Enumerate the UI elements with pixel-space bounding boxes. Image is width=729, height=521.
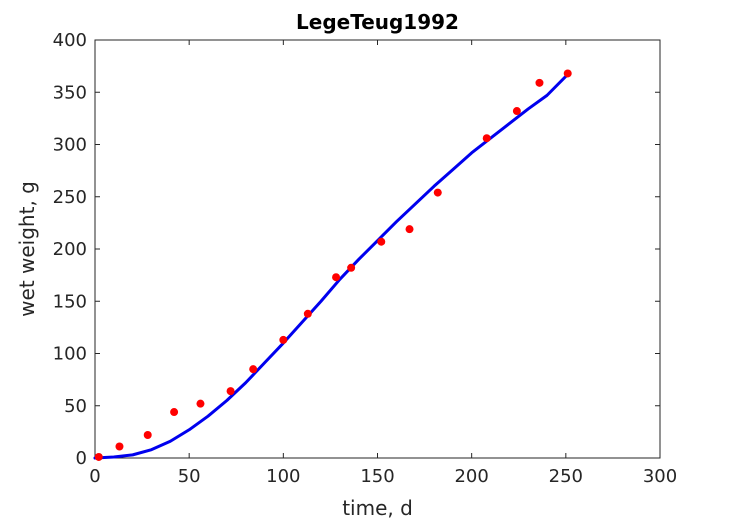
data-point [170,408,179,417]
data-point [482,134,491,143]
y-tick-label: 350 [53,82,87,103]
y-tick-label: 200 [53,239,87,260]
x-tick-label: 0 [89,466,100,487]
plot-area [94,39,661,459]
y-tick-label: 100 [53,344,87,365]
x-tick-label: 50 [178,466,201,487]
x-tick-label: 250 [549,466,583,487]
y-tick-label: 300 [53,135,87,156]
data-point [226,387,235,396]
y-tick-label: 0 [76,448,87,469]
data-point [535,78,544,87]
y-tick-label: 400 [53,30,87,51]
y-tick-label: 150 [53,291,87,312]
data-point [143,431,152,440]
data-point [332,273,341,282]
data-point [94,452,103,461]
data-point [563,69,572,78]
data-point [303,309,312,318]
x-tick-label: 150 [360,466,394,487]
data-point [279,335,288,344]
series-layer [93,69,572,461]
x-axis-label: time, d [342,496,413,520]
x-tick-label: 300 [643,466,677,487]
data-point [405,225,414,234]
x-axis-ticks: 0 50 100 150 200 250 300 [89,40,677,487]
data-point [249,365,258,374]
data-point [433,188,442,197]
y-axis-ticks: 0 50 100 150 200 250 300 350 400 [53,30,660,469]
data-point [377,237,386,246]
data-point [196,399,205,408]
data-point [347,263,356,272]
y-tick-label: 250 [53,187,87,208]
x-tick-label: 100 [266,466,300,487]
y-axis-label: wet weight, g [15,181,39,317]
data-point [115,442,124,451]
x-tick-label: 200 [454,466,488,487]
y-tick-label: 50 [64,396,87,417]
chart-title: LegeTeug1992 [296,10,459,34]
data-point [512,107,521,116]
